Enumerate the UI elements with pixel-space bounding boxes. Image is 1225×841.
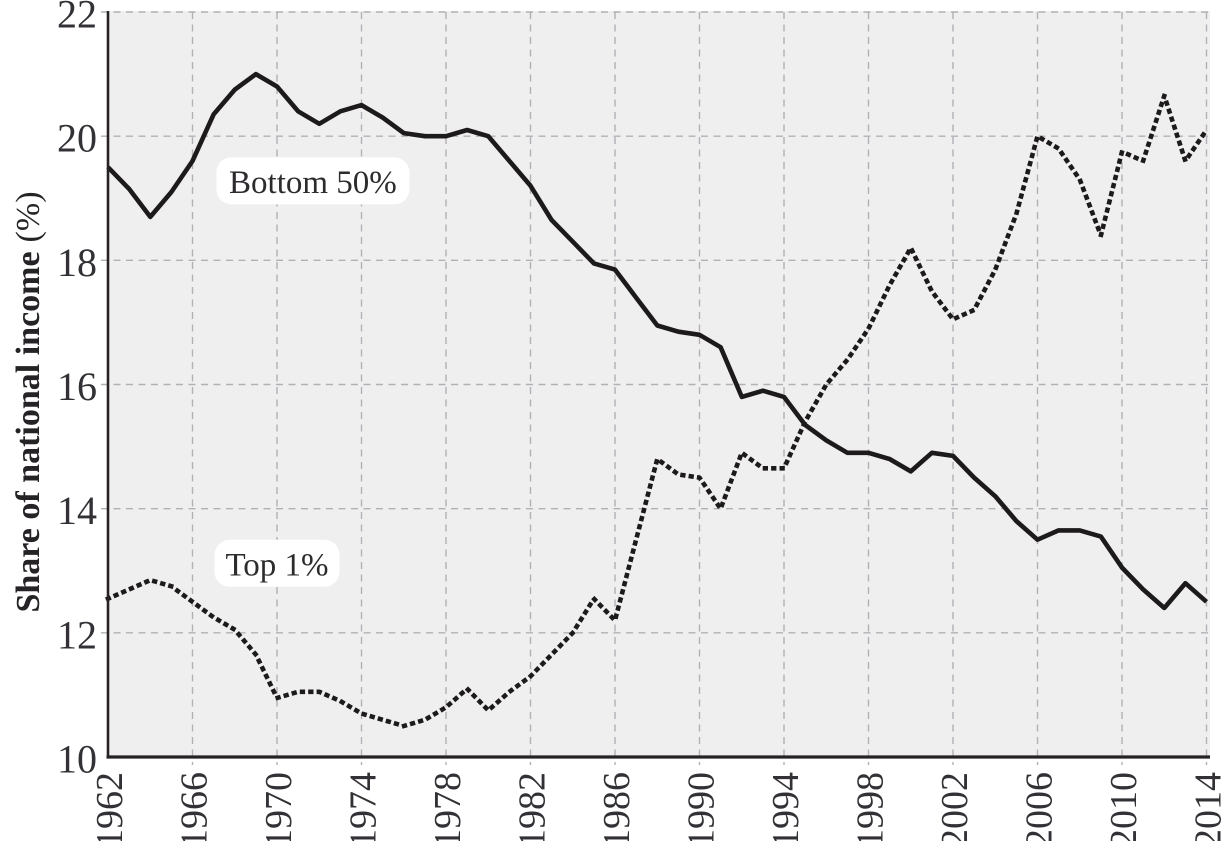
x-tick-label: 2010 [1103,772,1145,841]
y-axis-title-text: Share of national income [10,251,47,612]
x-tick-label: 1962 [89,772,131,841]
data-series [104,71,1210,729]
x-tick-label: 1966 [174,772,216,841]
axes [106,11,1210,759]
y-tick-label: 16 [57,364,97,409]
annotation-bottom50-box [216,157,410,205]
x-tick-label: 1982 [512,772,554,841]
x-tick-label: 1986 [596,772,638,841]
x-tick-label: 1974 [343,772,385,841]
annotation-top1: Top 1% [214,539,340,587]
x-tick-label: 1998 [850,772,892,841]
bottom50-line [106,71,1209,611]
x-tick-label: 1978 [427,772,469,841]
x-tick-label: 1994 [765,772,807,841]
x-tick-label: 2006 [1019,772,1061,841]
y-tick-label: 22 [57,0,97,37]
y-tick-label: 12 [57,612,97,657]
y-axis-title-unit: (%) [10,191,47,242]
annotation-top1-label: Top 1% [225,547,328,583]
x-tick-labels: 1962 1966 1970 1974 1978 1982 1986 1990 1994 1998… [89,772,1225,841]
x-tick-label: 1970 [258,772,300,841]
annotation-bottom50-label: Bottom 50% [229,165,397,201]
x-tick-label: 2014 [1188,772,1225,841]
y-tick-label: 18 [57,240,97,285]
annotation-top1-box [214,539,340,587]
y-axis-title: Share of national income (%) [10,191,47,612]
y-tick-labels: 10 12 14 16 18 20 22 [57,0,97,782]
gridlines [101,11,1210,765]
annotation-bottom50: Bottom 50% [216,157,410,205]
x-tick-label: 1990 [681,772,723,841]
top1-line [104,95,1210,729]
x-tick-label: 2002 [934,772,976,841]
y-tick-label: 10 [57,737,97,782]
y-tick-label: 14 [57,488,97,533]
y-tick-label: 20 [57,116,97,161]
